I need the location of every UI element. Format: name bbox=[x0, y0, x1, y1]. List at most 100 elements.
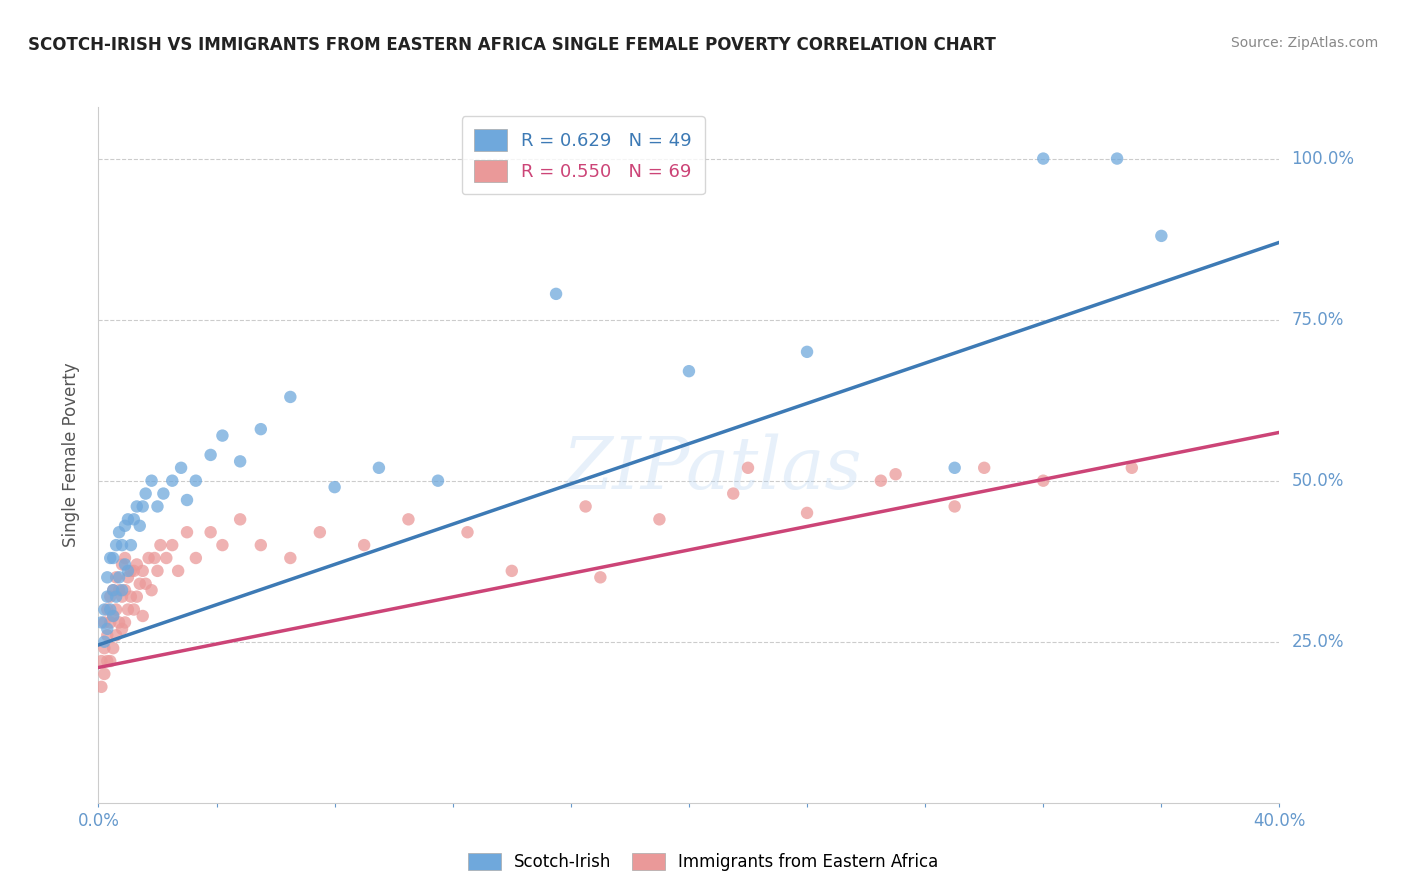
Text: 25.0%: 25.0% bbox=[1291, 632, 1344, 651]
Point bbox=[353, 538, 375, 552]
Point bbox=[146, 500, 169, 514]
Point bbox=[93, 641, 115, 656]
Point bbox=[278, 390, 302, 404]
Point bbox=[211, 428, 233, 442]
Point bbox=[368, 460, 391, 475]
Point bbox=[1121, 460, 1143, 475]
Point bbox=[146, 564, 169, 578]
Point bbox=[184, 474, 207, 488]
Point bbox=[456, 525, 478, 540]
Point bbox=[96, 590, 118, 604]
Point bbox=[737, 460, 759, 475]
Point bbox=[98, 654, 121, 668]
Point bbox=[135, 486, 157, 500]
Point bbox=[176, 525, 198, 540]
Point bbox=[111, 538, 134, 552]
Point bbox=[93, 602, 115, 616]
Point bbox=[574, 500, 596, 514]
Point bbox=[278, 551, 302, 566]
Point bbox=[90, 615, 112, 630]
Legend: Scotch-Irish, Immigrants from Eastern Africa: Scotch-Irish, Immigrants from Eastern Af… bbox=[460, 845, 946, 880]
Point bbox=[96, 570, 118, 584]
Point bbox=[1032, 474, 1054, 488]
Point bbox=[103, 583, 125, 598]
Text: 75.0%: 75.0% bbox=[1291, 310, 1344, 328]
Point bbox=[176, 493, 198, 508]
Point bbox=[323, 480, 346, 494]
Point bbox=[135, 576, 157, 591]
Point bbox=[125, 500, 148, 514]
Point bbox=[128, 576, 150, 591]
Point bbox=[108, 583, 131, 598]
Point bbox=[973, 460, 995, 475]
Point bbox=[111, 590, 134, 604]
Point bbox=[162, 538, 183, 552]
Point bbox=[211, 538, 233, 552]
Point bbox=[96, 628, 118, 642]
Point bbox=[229, 454, 252, 468]
Point bbox=[122, 512, 145, 526]
Point bbox=[141, 474, 163, 488]
Point bbox=[132, 609, 155, 624]
Point bbox=[155, 551, 177, 566]
Point bbox=[103, 609, 125, 624]
Point bbox=[120, 590, 142, 604]
Text: 50.0%: 50.0% bbox=[1291, 472, 1344, 490]
Point bbox=[501, 564, 523, 578]
Point bbox=[98, 602, 121, 616]
Point bbox=[105, 590, 128, 604]
Point bbox=[721, 486, 744, 500]
Point bbox=[114, 583, 136, 598]
Point bbox=[103, 583, 125, 598]
Point bbox=[122, 564, 145, 578]
Point bbox=[114, 551, 136, 566]
Text: ZIPatlas: ZIPatlas bbox=[562, 434, 862, 504]
Point bbox=[149, 538, 172, 552]
Point bbox=[132, 564, 155, 578]
Point bbox=[162, 474, 183, 488]
Point bbox=[93, 615, 115, 630]
Point bbox=[1032, 152, 1054, 166]
Point bbox=[117, 564, 139, 578]
Point bbox=[128, 518, 150, 533]
Point bbox=[678, 364, 700, 378]
Point bbox=[1150, 228, 1173, 243]
Point bbox=[943, 460, 966, 475]
Point bbox=[250, 538, 273, 552]
Point bbox=[111, 583, 134, 598]
Point bbox=[184, 551, 207, 566]
Point bbox=[108, 525, 131, 540]
Point bbox=[98, 590, 121, 604]
Point bbox=[943, 500, 966, 514]
Point bbox=[103, 609, 125, 624]
Point bbox=[796, 506, 818, 520]
Y-axis label: Single Female Poverty: Single Female Poverty bbox=[62, 363, 80, 547]
Point bbox=[93, 667, 115, 681]
Point bbox=[152, 486, 174, 500]
Point bbox=[117, 602, 139, 616]
Point bbox=[120, 564, 142, 578]
Point bbox=[96, 602, 118, 616]
Point bbox=[96, 654, 118, 668]
Point bbox=[98, 551, 121, 566]
Point bbox=[108, 615, 131, 630]
Point bbox=[132, 500, 155, 514]
Point bbox=[120, 538, 142, 552]
Point bbox=[648, 512, 671, 526]
Point bbox=[141, 583, 163, 598]
Point bbox=[98, 615, 121, 630]
Point bbox=[105, 538, 128, 552]
Point bbox=[250, 422, 273, 436]
Point bbox=[105, 570, 128, 584]
Legend: R = 0.629   N = 49, R = 0.550   N = 69: R = 0.629 N = 49, R = 0.550 N = 69 bbox=[461, 116, 704, 194]
Point bbox=[93, 634, 115, 648]
Point bbox=[200, 525, 222, 540]
Point bbox=[170, 460, 193, 475]
Point bbox=[396, 512, 419, 526]
Point bbox=[114, 518, 136, 533]
Point bbox=[200, 448, 222, 462]
Text: Source: ZipAtlas.com: Source: ZipAtlas.com bbox=[1230, 36, 1378, 50]
Point bbox=[114, 558, 136, 572]
Point bbox=[122, 602, 145, 616]
Point bbox=[103, 551, 125, 566]
